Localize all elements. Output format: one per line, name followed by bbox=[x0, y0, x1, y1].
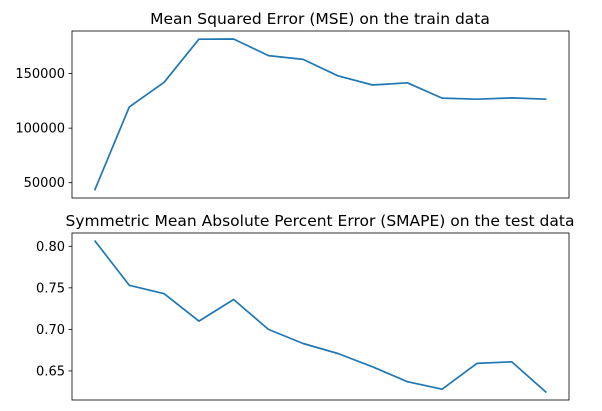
smape-chart-series bbox=[93, 239, 547, 394]
smape-chart-title: Symmetric Mean Absolute Percent Error (S… bbox=[66, 212, 575, 230]
smape-chart-frame bbox=[71, 232, 570, 401]
smape-chart-y-ticks: 0.65 0.70 0.75 0.80 bbox=[36, 240, 72, 379]
mse-chart-frame bbox=[71, 30, 570, 199]
y-tick-label: 0.70 bbox=[36, 323, 65, 338]
mse-chart: Mean Squared Error (MSE) on the train da… bbox=[15, 10, 570, 199]
mse-chart-y-ticks: 50000 100000 150000 bbox=[15, 67, 72, 191]
y-tick-label: 100000 bbox=[15, 122, 65, 137]
smape-chart: Symmetric Mean Absolute Percent Error (S… bbox=[36, 212, 575, 401]
y-tick-label: 150000 bbox=[15, 67, 65, 82]
mse-chart-title: Mean Squared Error (MSE) on the train da… bbox=[150, 10, 490, 28]
series-line bbox=[93, 239, 547, 394]
series-line bbox=[93, 38, 547, 191]
y-tick-label: 50000 bbox=[24, 176, 65, 191]
y-tick-label: 0.80 bbox=[36, 240, 65, 255]
y-tick-label: 0.75 bbox=[36, 281, 65, 296]
y-tick-label: 0.65 bbox=[36, 364, 65, 379]
mse-chart-series bbox=[93, 38, 547, 191]
